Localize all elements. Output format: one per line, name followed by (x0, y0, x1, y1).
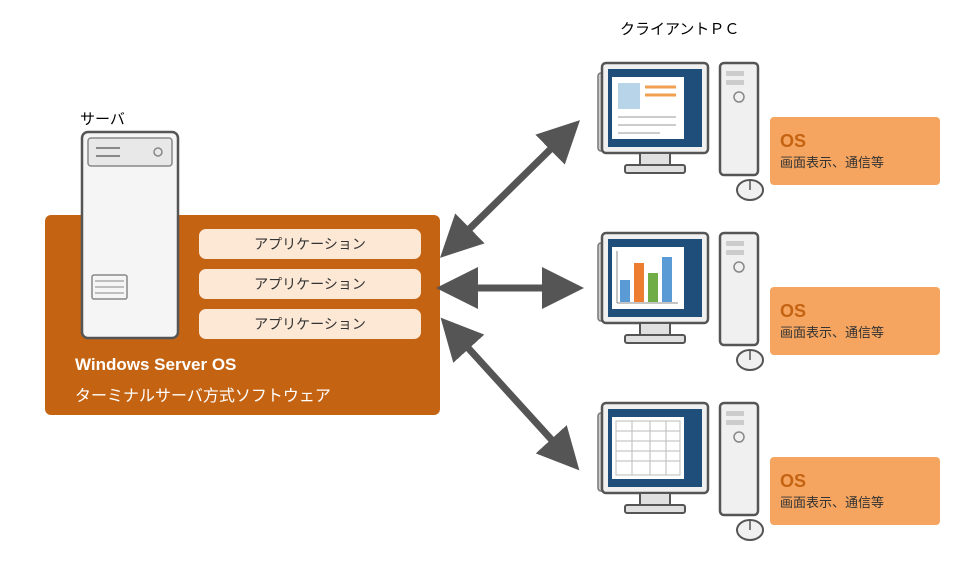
connection-arrows (0, 0, 961, 586)
